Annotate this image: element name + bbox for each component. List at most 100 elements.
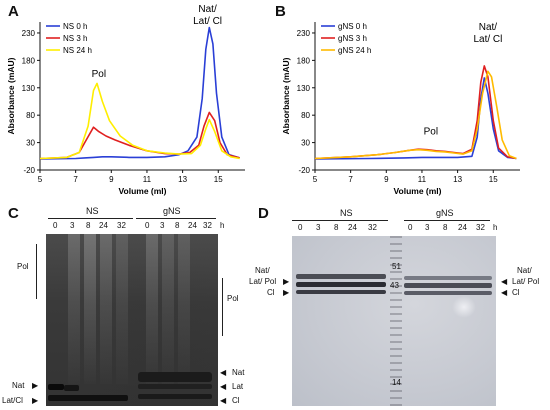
panel-letter-a: A [8, 3, 19, 20]
lane-label: 8 [334, 223, 339, 232]
unit-label: h [220, 221, 225, 230]
lane-label: 8 [443, 223, 448, 232]
x-tick-label: 11 [143, 175, 152, 184]
unit-label: h [493, 223, 498, 232]
lane-label: 24 [458, 223, 467, 232]
triangle-left-icon: ◀ [501, 277, 508, 286]
chart-a: -20 30 80 130 180 230 5 7 9 11 13 15 Volume (ml) Abso… [6, 4, 245, 196]
y-axis-label: Absorbance (mAU) [281, 57, 291, 134]
lane-label: 0 [145, 221, 150, 230]
x-tick-label: 9 [109, 175, 114, 184]
x-tick-label: 13 [178, 175, 187, 184]
gel-d-mark-r-latpol: Lat/ Pol [512, 277, 540, 286]
legend-label: NS 0 h [63, 22, 87, 31]
gel-d-lane-labels: 0 3 8 24 32 0 3 8 24 32 h [0, 223, 550, 235]
panel-letter-d: D [258, 205, 269, 222]
gel-d-mark-r-nat: Nat/ [517, 266, 532, 275]
x-tick-label: 15 [214, 175, 223, 184]
triangle-right-icon: ▶ [283, 288, 290, 297]
y-tick-label: 130 [22, 84, 36, 93]
lane-label: 32 [476, 223, 485, 232]
x-tick-label: 11 [418, 175, 427, 184]
annotation-pol: Pol [92, 69, 106, 80]
x-tick-label: 13 [453, 175, 462, 184]
y-tick-label: 30 [26, 139, 35, 148]
gel-c-mark-r-cl: Cl [232, 396, 240, 405]
triangle-right-icon: ▶ [283, 277, 290, 286]
lane-label: 32 [368, 223, 377, 232]
annotation-pol: Pol [424, 126, 438, 137]
annotation-nat: Nat/ [198, 4, 217, 15]
y-tick-label: -20 [23, 166, 35, 175]
gel-c-image [46, 234, 218, 406]
gel-c-lane-labels: 0 3 8 24 32 0 3 8 24 32 h [0, 221, 240, 233]
y-tick-label: 80 [26, 111, 35, 120]
series-line [314, 70, 517, 160]
y-tick-label: 230 [22, 29, 36, 38]
chart-b: -20 30 80 130 180 230 5 7 9 11 13 15 Volume (ml) Abso… [281, 22, 520, 196]
gel-c-gns-line [136, 218, 216, 219]
gel-c-group-gns: gNS [163, 206, 181, 216]
gel-c-pol-right: Pol [227, 294, 239, 303]
gel-d-marker-51: 51 [392, 262, 401, 271]
gel-d-marker-43: 43 [390, 281, 399, 290]
lane-label: 24 [348, 223, 357, 232]
lane-label: 0 [298, 223, 303, 232]
lane-label: 3 [70, 221, 75, 230]
gel-d-ns-line [292, 220, 388, 221]
panel-letter-c: C [8, 205, 19, 222]
x-tick-label: 9 [384, 175, 389, 184]
legend-label: gNS 0 h [338, 22, 367, 31]
annotation-lat-cl: Lat/ Cl [473, 34, 502, 45]
gel-c-pol-right-line [222, 278, 223, 336]
triangle-left-icon: ◀ [220, 396, 227, 405]
legend-label: gNS 24 h [338, 46, 371, 55]
gel-c-mark-r-nat: Nat [232, 368, 245, 377]
gel-d-image [292, 236, 496, 406]
gel-c-mark-latcl: Lat/Cl [2, 396, 23, 405]
x-axis-label: Volume (ml) [393, 186, 441, 196]
lane-label: 3 [316, 223, 321, 232]
gel-c-group-ns: NS [86, 206, 99, 216]
lane-label: 0 [53, 221, 58, 230]
legend-label: NS 24 h [63, 46, 92, 55]
x-tick-label: 7 [73, 175, 78, 184]
lane-label: 0 [408, 223, 413, 232]
x-tick-label: 7 [348, 175, 353, 184]
lane-label: 32 [117, 221, 126, 230]
gel-d-mark-nat: Nat/ [255, 266, 270, 275]
gel-d-mark-latpol: Lat/ Pol [249, 277, 277, 286]
gel-c-pol-left: Pol [17, 262, 29, 271]
x-tick-label: 5 [313, 175, 318, 184]
gel-d-mark-cl: Cl [267, 288, 275, 297]
legend-label: NS 3 h [63, 34, 87, 43]
y-tick-label: -20 [298, 166, 310, 175]
y-tick-label: 130 [297, 84, 311, 93]
annotation-lat-cl: Lat/ Cl [193, 16, 222, 27]
annotation-nat: Nat/ [479, 22, 498, 33]
gel-d-group-ns: NS [340, 208, 353, 218]
gel-c-mark-nat: Nat [12, 381, 25, 390]
lane-label: 3 [425, 223, 430, 232]
legend-label: gNS 3 h [338, 34, 367, 43]
panel-letter-b: B [275, 3, 286, 20]
lane-label: 24 [188, 221, 197, 230]
y-tick-label: 80 [301, 111, 310, 120]
gel-d-gns-line [404, 220, 490, 221]
y-tick-label: 30 [301, 139, 310, 148]
gel-d-group-gns: gNS [436, 208, 454, 218]
triangle-right-icon: ▶ [32, 396, 39, 405]
y-tick-label: 230 [297, 29, 311, 38]
y-tick-label: 180 [22, 56, 36, 65]
lane-label: 8 [86, 221, 91, 230]
triangle-right-icon: ▶ [32, 381, 39, 390]
gel-d-mark-r-cl: Cl [512, 288, 520, 297]
x-tick-label: 5 [38, 175, 43, 184]
series-line [39, 82, 240, 160]
gel-d-marker-14: 14 [392, 378, 401, 387]
x-tick-label: 15 [489, 175, 498, 184]
triangle-left-icon: ◀ [220, 368, 227, 377]
y-axis-label: Absorbance (mAU) [6, 57, 16, 134]
gel-c-pol-left-line [36, 244, 37, 299]
triangle-left-icon: ◀ [220, 382, 227, 391]
